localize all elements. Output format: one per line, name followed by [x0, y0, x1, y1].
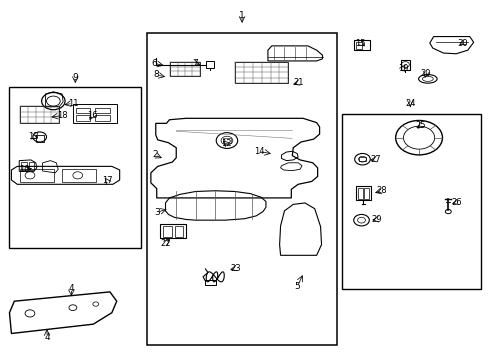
Text: 15: 15: [355, 39, 365, 48]
Text: 4: 4: [44, 333, 50, 342]
Text: 2: 2: [152, 150, 157, 159]
Text: 3: 3: [154, 208, 159, 217]
Text: 19: 19: [397, 64, 407, 73]
Text: 12: 12: [220, 139, 231, 148]
Text: 16: 16: [87, 111, 98, 120]
Text: 13: 13: [28, 132, 39, 141]
Text: 10: 10: [19, 166, 29, 175]
Bar: [204, 280, 216, 285]
Bar: [206, 61, 214, 68]
Bar: [355, 186, 370, 200]
Bar: [234, 62, 288, 83]
Text: 18: 18: [57, 111, 67, 120]
Bar: [9, 87, 141, 248]
Text: 9: 9: [72, 73, 78, 82]
Text: 27: 27: [370, 155, 381, 164]
Bar: [73, 104, 117, 123]
Bar: [95, 108, 110, 113]
Text: 30: 30: [457, 39, 468, 48]
Bar: [76, 116, 90, 121]
Text: 28: 28: [376, 186, 386, 195]
Text: 7: 7: [191, 59, 197, 68]
Bar: [147, 33, 336, 345]
Bar: [357, 188, 362, 199]
Text: 24: 24: [404, 99, 415, 108]
Bar: [20, 107, 59, 123]
Bar: [175, 226, 183, 237]
Text: 26: 26: [450, 198, 461, 207]
Bar: [358, 157, 366, 161]
Text: 23: 23: [230, 264, 241, 273]
Text: 22: 22: [160, 239, 170, 248]
Bar: [162, 226, 172, 237]
Bar: [353, 40, 369, 50]
Text: 17: 17: [102, 176, 112, 185]
Text: 29: 29: [371, 215, 382, 224]
Bar: [21, 162, 27, 170]
Bar: [400, 59, 409, 69]
Bar: [223, 138, 230, 143]
Text: 6: 6: [151, 59, 157, 68]
Bar: [76, 108, 90, 113]
Text: 14: 14: [253, 147, 264, 156]
Bar: [29, 162, 34, 170]
Text: 1: 1: [239, 10, 244, 19]
Bar: [355, 41, 361, 49]
Text: 25: 25: [415, 121, 426, 130]
Text: 8: 8: [154, 71, 159, 80]
Text: 4: 4: [68, 284, 74, 293]
Bar: [20, 168, 54, 182]
Bar: [364, 188, 368, 199]
Text: 21: 21: [293, 78, 304, 87]
Text: 11: 11: [67, 99, 78, 108]
Bar: [341, 114, 480, 289]
Bar: [36, 135, 43, 142]
Text: 5: 5: [294, 282, 300, 291]
Bar: [62, 168, 96, 182]
Text: 20: 20: [420, 69, 430, 78]
Bar: [95, 116, 110, 121]
Bar: [159, 225, 186, 238]
Bar: [170, 62, 199, 76]
